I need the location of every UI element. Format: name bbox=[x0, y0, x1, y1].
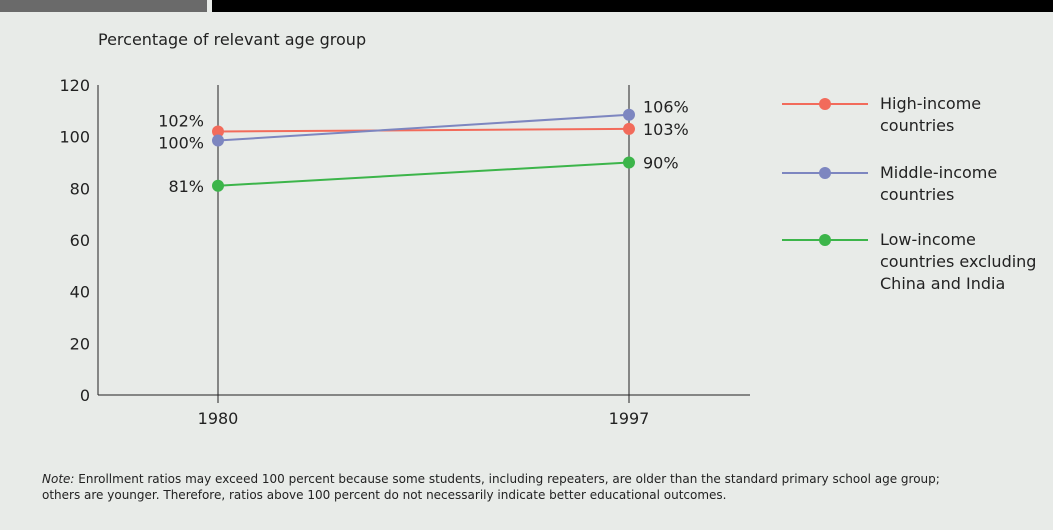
chart-note: Note: Enrollment ratios may exceed 100 p… bbox=[42, 471, 942, 503]
note-text: Enrollment ratios may exceed 100 percent… bbox=[42, 472, 940, 502]
chart-axes: 0 20 40 60 80 100 120 1980 1997 bbox=[59, 76, 750, 428]
series-line bbox=[217, 113, 630, 142]
y-axis-label: Percentage of relevant age group bbox=[98, 30, 367, 49]
legend-swatch bbox=[782, 93, 868, 115]
data-point bbox=[623, 122, 635, 135]
y-tick-label: 80 bbox=[70, 179, 90, 198]
series-lines bbox=[217, 113, 630, 187]
x-tick-label: 1997 bbox=[609, 409, 650, 428]
series-line bbox=[217, 127, 630, 133]
data-label: 100% bbox=[158, 134, 204, 153]
figure-title-bar bbox=[212, 0, 1053, 12]
legend-swatch bbox=[782, 162, 868, 184]
legend-label-line: countries bbox=[880, 185, 955, 204]
x-tick-label: 1980 bbox=[198, 409, 239, 428]
legend-label-line: Middle-income bbox=[880, 163, 998, 182]
data-point bbox=[212, 125, 224, 138]
data-label: 106% bbox=[643, 98, 689, 117]
data-points bbox=[212, 108, 635, 192]
legend-label-line: High-income bbox=[880, 94, 982, 113]
legend-swatch bbox=[782, 229, 868, 251]
y-tick-label: 40 bbox=[70, 283, 90, 302]
data-label: 102% bbox=[158, 112, 204, 131]
note-label: Note: bbox=[42, 472, 75, 486]
legend-label-line: countries bbox=[880, 116, 955, 135]
data-point bbox=[623, 156, 635, 169]
y-tick-label: 100 bbox=[59, 128, 90, 147]
y-tick-label: 0 bbox=[80, 386, 90, 405]
data-label: 103% bbox=[643, 120, 689, 139]
figure-label-bar bbox=[0, 0, 207, 12]
y-tick-label: 20 bbox=[70, 334, 90, 353]
data-point bbox=[212, 134, 224, 147]
data-label: 81% bbox=[168, 177, 204, 196]
data-point bbox=[212, 179, 224, 192]
data-point bbox=[623, 108, 635, 121]
data-label: 90% bbox=[643, 154, 679, 173]
legend-label-line: countries excluding bbox=[880, 252, 1037, 271]
legend-label-line: Low-income bbox=[880, 230, 976, 249]
legend-label-line: China and India bbox=[880, 274, 1006, 293]
series-line bbox=[217, 161, 630, 187]
data-labels: 102% 103% 100% 106% 81% 90% bbox=[158, 98, 689, 196]
top-bar bbox=[0, 0, 1053, 12]
y-tick-label: 60 bbox=[70, 231, 90, 250]
y-tick-label: 120 bbox=[59, 76, 90, 95]
